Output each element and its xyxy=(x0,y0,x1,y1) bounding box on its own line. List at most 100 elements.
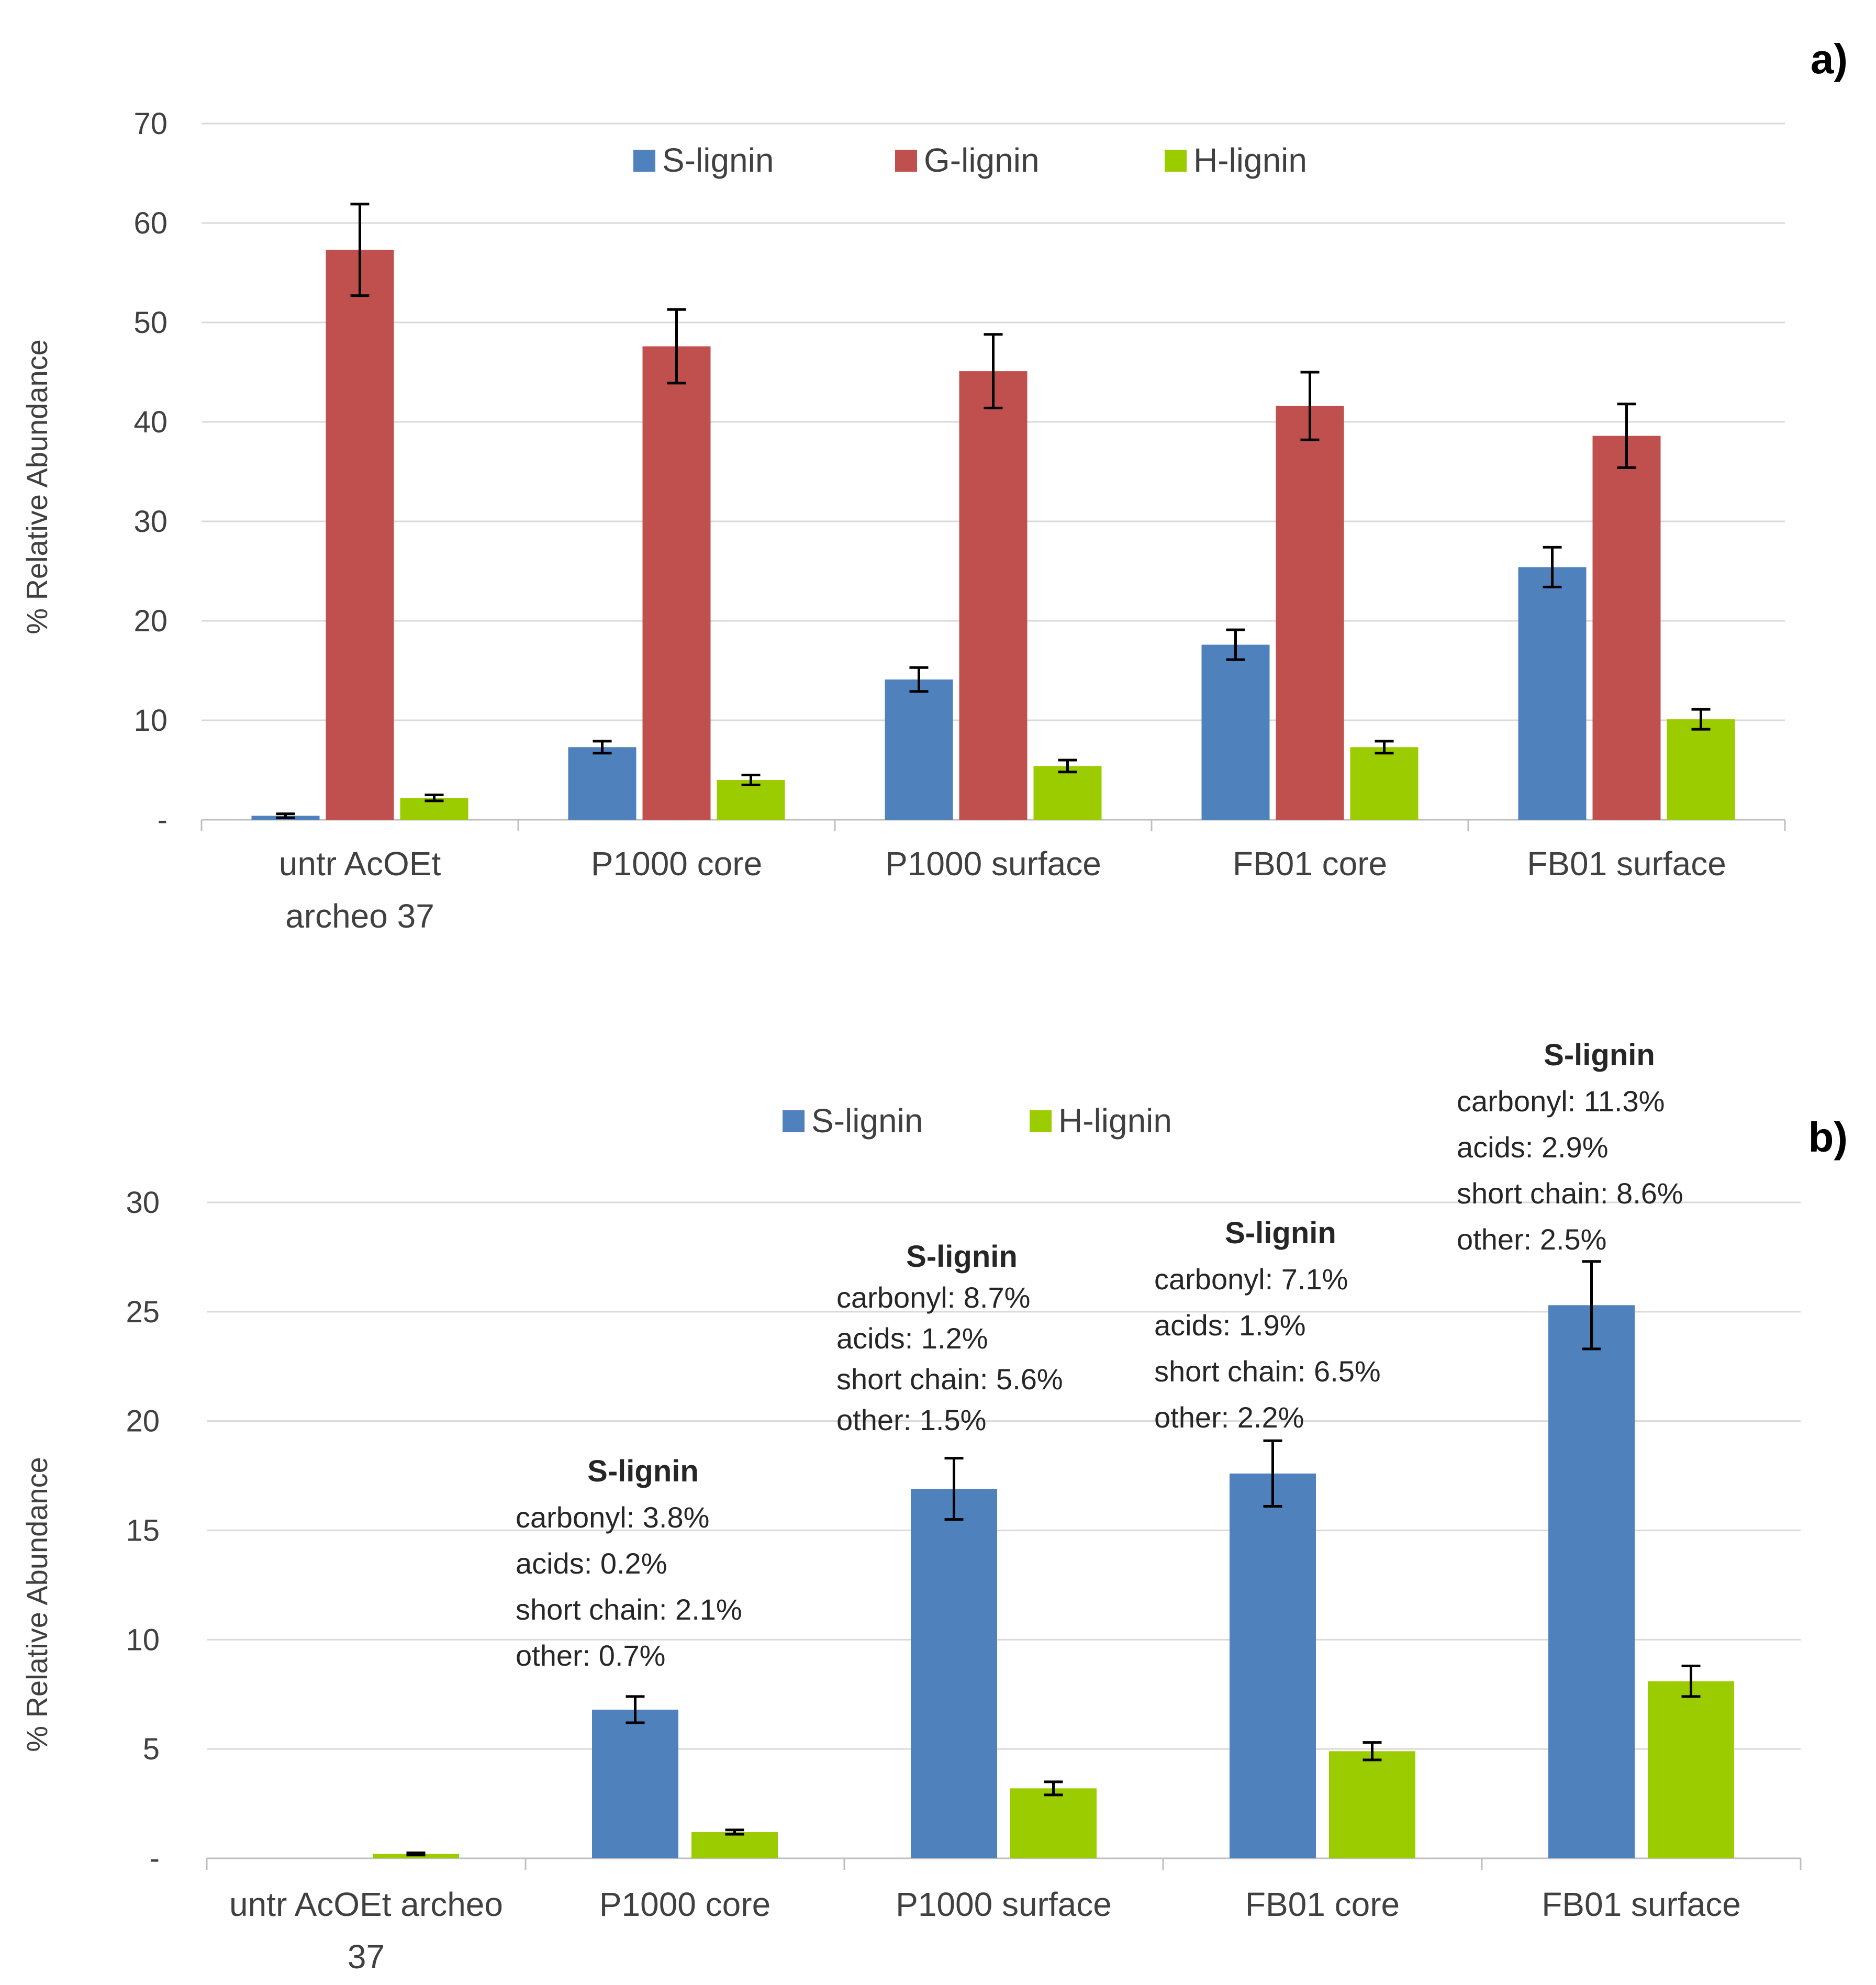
error-bar xyxy=(741,774,761,786)
x-category-label: P1000 surface xyxy=(896,1886,1112,1923)
annotation-3: S-lignin carbonyl: 7.1% acids: 1.9% short c… xyxy=(1154,1216,1381,1434)
bar-s-lignin-4 xyxy=(1548,1305,1635,1858)
annotation-line: short chain: 8.6% xyxy=(1457,1177,1683,1210)
legend-label: S-lignin xyxy=(662,141,774,179)
y-tick-label: 60 xyxy=(133,206,168,240)
bar-h-lignin-3 xyxy=(1329,1751,1415,1858)
error-bar xyxy=(1582,1260,1601,1351)
x-category-label: FB01 core xyxy=(1233,845,1387,883)
error-bar xyxy=(276,812,295,819)
legend-label: G-lignin xyxy=(924,141,1040,179)
annotation-line: carbonyl: 11.3% xyxy=(1457,1085,1665,1118)
annotation-title: S-lignin xyxy=(587,1454,699,1488)
y-axis-label: % Relative Abundance xyxy=(20,1457,53,1752)
bar-h-lignin-1 xyxy=(717,780,785,820)
bar-g-lignin-0 xyxy=(326,250,394,820)
error-bar xyxy=(350,203,370,297)
legend-label: H-lignin xyxy=(1058,1102,1172,1140)
error-bar xyxy=(1058,759,1077,774)
annotation-line: acids: 2.9% xyxy=(1457,1131,1609,1164)
y-tick-label: 5 xyxy=(143,1732,160,1766)
y-tick-label: 30 xyxy=(126,1186,160,1220)
error-bar xyxy=(1044,1780,1063,1797)
annotation-title: S-lignin xyxy=(906,1240,1018,1274)
panel-label: a) xyxy=(1811,36,1848,82)
bar-s-lignin-3 xyxy=(1201,644,1270,820)
y-tick-label: 70 xyxy=(133,107,168,141)
bar-h-lignin-4 xyxy=(1648,1681,1734,1858)
annotation-line: short chain: 5.6% xyxy=(836,1363,1063,1396)
y-tick-label: 20 xyxy=(133,604,168,638)
bar-h-lignin-1 xyxy=(691,1832,778,1858)
legend-label: H-lignin xyxy=(1193,141,1307,179)
x-category-label: archeo 37 xyxy=(285,897,434,935)
error-bar xyxy=(1363,1741,1382,1761)
error-bar xyxy=(1263,1439,1282,1508)
error-bar xyxy=(593,740,612,755)
error-bar xyxy=(944,1457,964,1521)
error-bar xyxy=(984,333,1003,409)
legend-item-g-lignin: G-lignin xyxy=(895,141,1040,179)
y-tick-label: 25 xyxy=(126,1295,160,1329)
annotation-1: S-lignin carbonyl: 3.8% acids: 0.2% short c… xyxy=(516,1454,742,1672)
annotation-line: other: 2.2% xyxy=(1154,1401,1304,1434)
bar-h-lignin-2 xyxy=(1010,1788,1097,1858)
annotation-line: short chain: 6.5% xyxy=(1154,1355,1381,1388)
x-category-label: FB01 surface xyxy=(1542,1886,1741,1923)
error-bar xyxy=(1226,628,1245,661)
error-bar xyxy=(1691,708,1711,731)
legend-item-s-lignin: S-lignin xyxy=(633,141,774,179)
annotation-title: S-lignin xyxy=(1544,1038,1655,1072)
annotation-2: S-lignin carbonyl: 8.7% acids: 1.2% short c… xyxy=(836,1240,1063,1436)
x-category-label: P1000 core xyxy=(591,845,762,883)
annotation-line: other: 0.7% xyxy=(516,1639,665,1672)
error-bar xyxy=(725,1828,744,1836)
bar-s-lignin-2 xyxy=(911,1489,997,1858)
annotation-line: other: 2.5% xyxy=(1457,1223,1606,1256)
panel-label: b) xyxy=(1808,1114,1848,1161)
annotation-line: short chain: 2.1% xyxy=(516,1593,742,1626)
legend-swatch xyxy=(783,1110,805,1132)
legend-swatch xyxy=(895,150,917,172)
error-bar xyxy=(406,1852,426,1857)
y-tick-label: - xyxy=(158,803,168,837)
x-category-label: FB01 core xyxy=(1245,1886,1400,1923)
x-category-label: 37 xyxy=(348,1938,385,1976)
x-category-label: P1000 core xyxy=(599,1886,770,1923)
x-category-label: P1000 surface xyxy=(885,845,1101,883)
x-category-label: FB01 surface xyxy=(1527,845,1726,883)
legend-swatch xyxy=(1165,150,1187,172)
legend-swatch xyxy=(633,150,655,172)
error-bar xyxy=(1300,371,1320,441)
y-tick-label: 15 xyxy=(126,1514,160,1548)
annotation-line: carbonyl: 7.1% xyxy=(1154,1263,1348,1296)
legend-swatch xyxy=(1030,1110,1052,1132)
y-axis-label: % Relative Abundance xyxy=(20,339,53,634)
bar-s-lignin-4 xyxy=(1518,567,1587,820)
bar-s-lignin-3 xyxy=(1230,1473,1316,1858)
annotation-4: S-lignin carbonyl: 11.3% acids: 2.9% short … xyxy=(1457,1038,1683,1256)
y-tick-label: 40 xyxy=(133,405,168,439)
error-bar xyxy=(667,308,686,385)
bar-g-lignin-4 xyxy=(1592,436,1661,820)
bar-s-lignin-2 xyxy=(885,679,953,820)
x-category-label: untr AcOEt xyxy=(279,845,441,883)
error-bar xyxy=(626,1695,645,1724)
legend-item-s-lignin: S-lignin xyxy=(783,1102,923,1140)
error-bar xyxy=(425,794,444,802)
error-bar xyxy=(1375,740,1394,755)
annotation-line: carbonyl: 3.8% xyxy=(516,1501,709,1534)
y-tick-label: 30 xyxy=(133,505,168,539)
annotation-line: acids: 1.2% xyxy=(836,1322,988,1355)
bar-g-lignin-1 xyxy=(642,346,711,820)
error-bar xyxy=(909,666,929,693)
chart-panel-a: - 10 20 30 40 50 60 70 % Relative Abundance a) unt… xyxy=(20,36,1848,935)
legend-label: S-lignin xyxy=(811,1102,923,1140)
bar-h-lignin-4 xyxy=(1667,719,1735,820)
bar-s-lignin-1 xyxy=(592,1709,678,1858)
annotation-title: S-lignin xyxy=(1225,1216,1336,1250)
bar-s-lignin-1 xyxy=(568,747,636,820)
y-tick-label: 10 xyxy=(126,1623,160,1657)
x-category-label: untr AcOEt archeo xyxy=(229,1886,503,1923)
